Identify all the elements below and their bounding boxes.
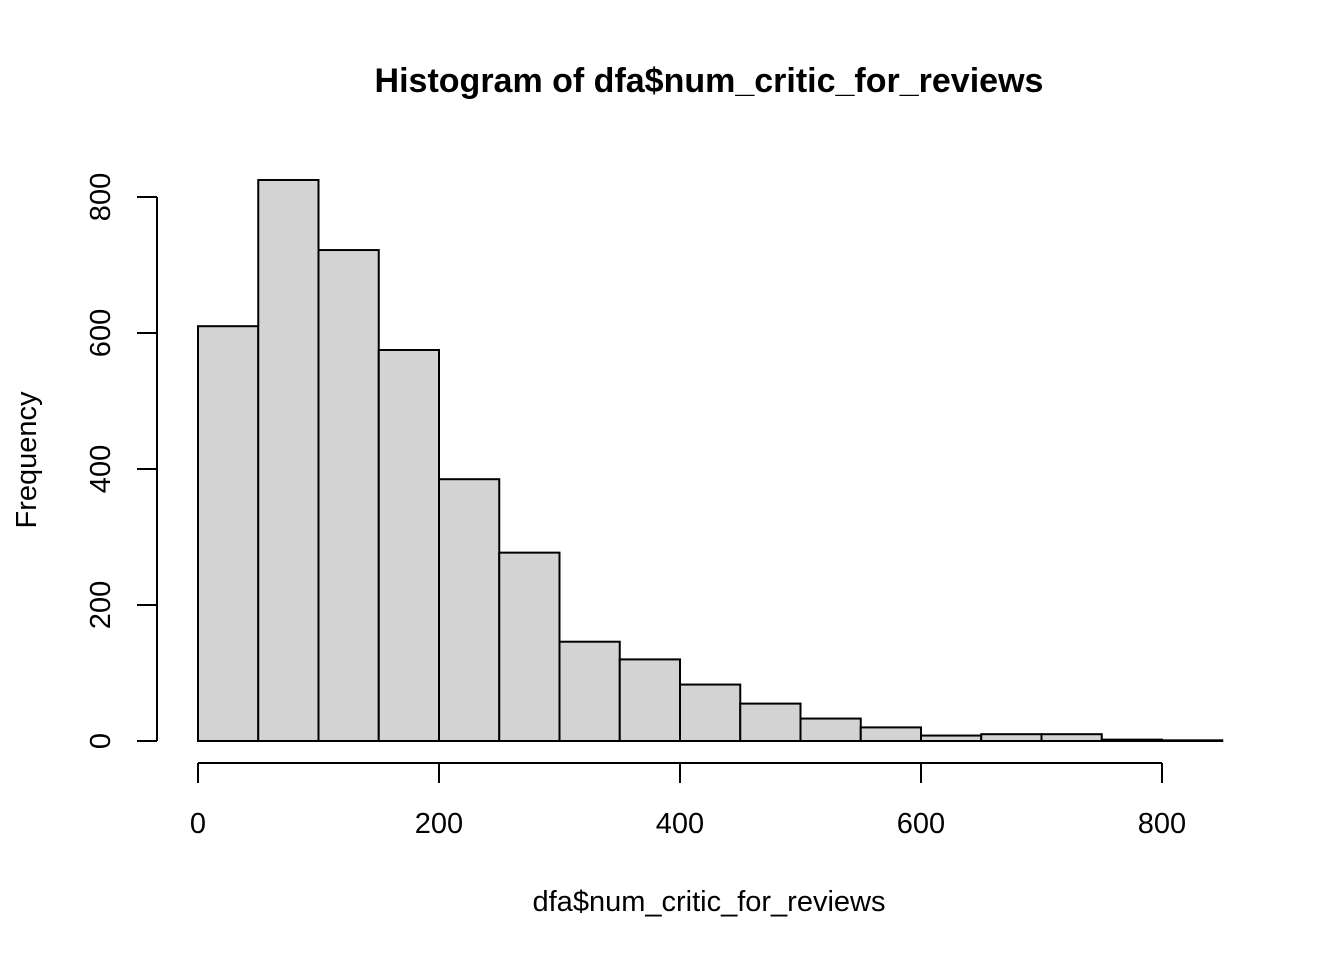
histogram-bar (618, 658, 681, 743)
y-tick-label: 0 (85, 733, 117, 749)
histogram-bar (558, 640, 621, 742)
y-tick-label: 600 (85, 309, 117, 357)
y-axis: 0 200 400 600 800 (85, 173, 158, 749)
y-tick-label: 200 (85, 581, 117, 629)
histogram-bar (799, 717, 862, 742)
chart-title: Histogram of dfa$num_critic_for_reviews (375, 62, 1044, 100)
x-tick-label: 0 (190, 808, 206, 840)
histogram-bar (739, 702, 802, 742)
y-tick-label: 400 (85, 445, 117, 493)
histogram-bar (1040, 733, 1103, 743)
y-tick-label: 800 (85, 173, 117, 221)
x-tick-label: 600 (897, 808, 945, 840)
y-axis-title: Frequency (11, 391, 43, 529)
x-tick-label: 200 (415, 808, 463, 840)
histogram-bar (438, 478, 501, 742)
x-axis: 0 200 400 600 800 (190, 762, 1186, 840)
histogram-bar (859, 726, 922, 743)
histogram-bars (197, 179, 1224, 743)
x-tick-label: 400 (656, 808, 704, 840)
x-tick-label: 800 (1138, 808, 1186, 840)
histogram-bar (317, 249, 380, 742)
histogram-bar (377, 349, 440, 742)
histogram-bar (679, 683, 742, 742)
x-axis-title: dfa$num_critic_for_reviews (533, 886, 886, 918)
histogram-bar (498, 551, 561, 743)
histogram-bar (980, 733, 1043, 743)
histogram-bar (257, 179, 320, 742)
histogram-bar (197, 325, 260, 742)
